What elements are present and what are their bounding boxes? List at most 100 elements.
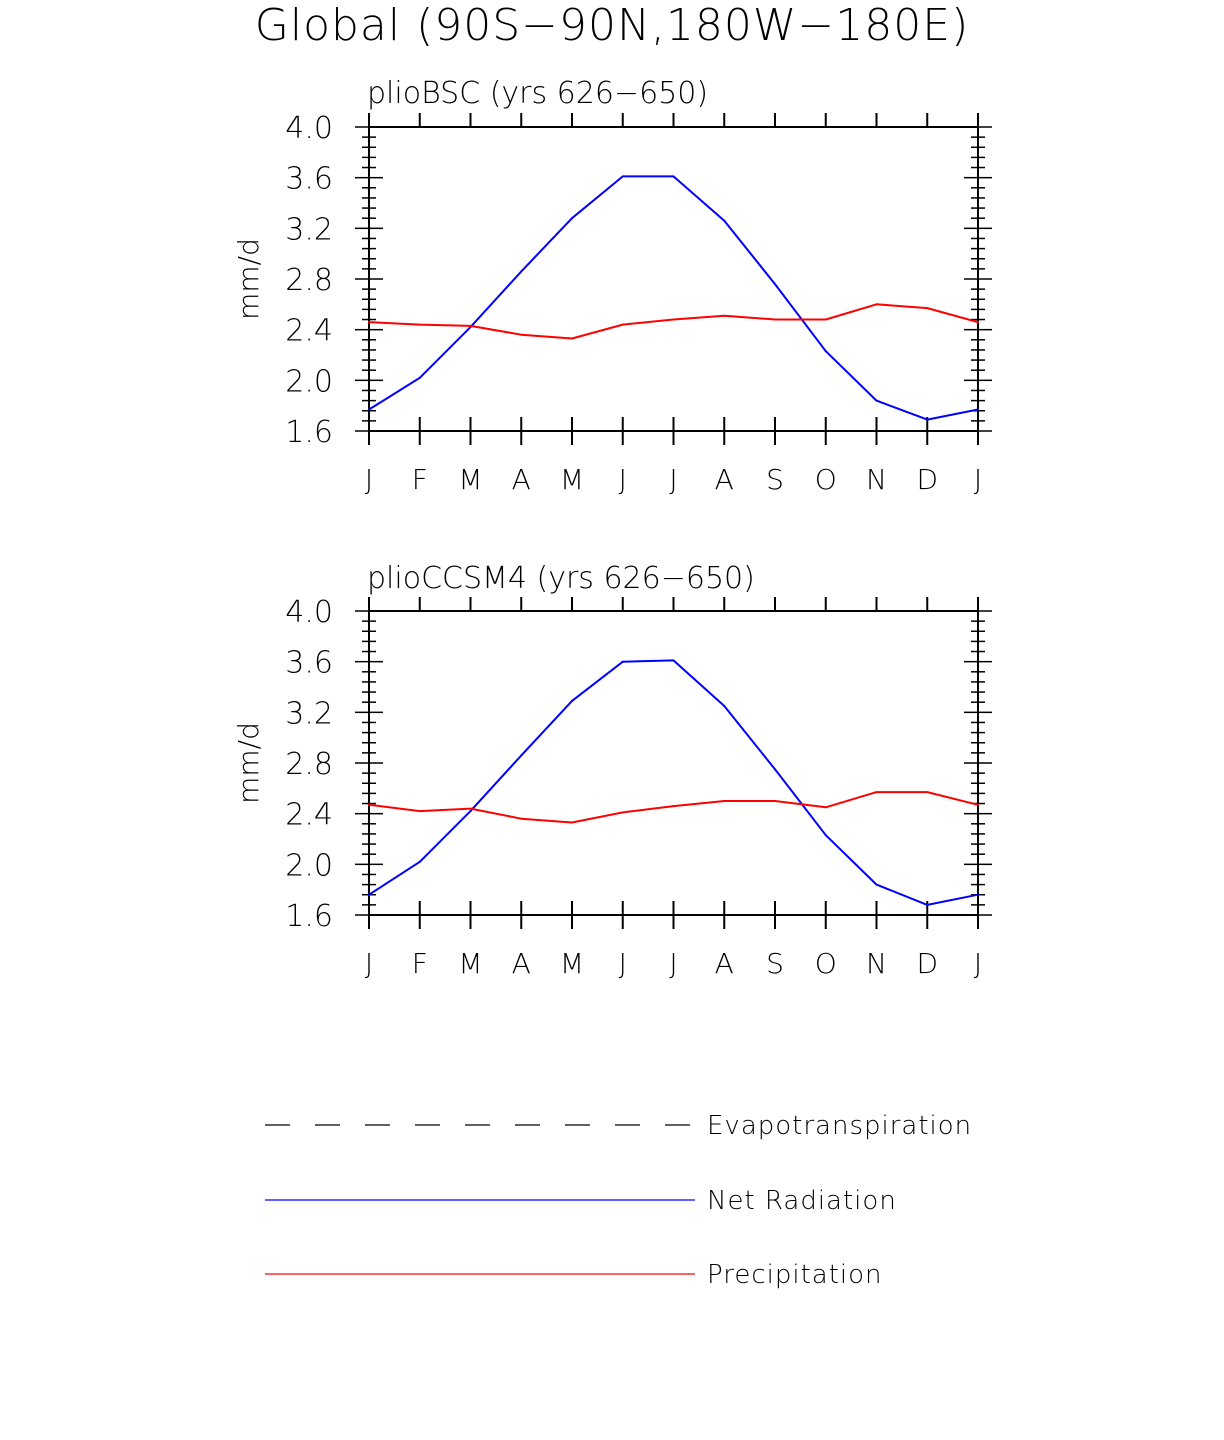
y-tick-label: 2.8	[285, 263, 333, 298]
data-point	[621, 323, 624, 326]
x-tick-label: J	[365, 947, 373, 980]
data-point	[824, 834, 827, 837]
y-tick-label: 3.2	[285, 696, 333, 731]
data-point	[368, 893, 370, 896]
y-tick-label: 2.0	[285, 848, 333, 883]
y-tick-label: 4.0	[285, 111, 333, 146]
x-tick-label: S	[766, 947, 784, 980]
data-point	[875, 883, 878, 886]
data-point	[723, 705, 726, 707]
data-point	[977, 803, 979, 806]
data-point	[571, 821, 573, 824]
data-point	[418, 810, 421, 813]
data-point	[824, 318, 827, 321]
x-tick-label: M	[560, 947, 584, 980]
x-tick-label: D	[916, 947, 938, 980]
panel-title: plioCCSM4 (yrs 626−650)	[367, 561, 755, 596]
data-point	[824, 806, 827, 809]
y-axis-label: mm/d	[232, 238, 265, 320]
x-tick-label: J	[974, 947, 982, 980]
y-axis-label: mm/d	[232, 722, 265, 804]
data-point	[621, 811, 624, 814]
x-tick-label: J	[619, 463, 627, 496]
x-tick-label: F	[412, 947, 428, 980]
legend-label: Evapotranspiration	[707, 1111, 972, 1141]
data-point	[926, 903, 929, 906]
x-tick-label: N	[866, 463, 887, 496]
y-tick-label: 1.6	[285, 899, 333, 934]
series-line-net-radiation	[368, 175, 979, 421]
data-point	[672, 318, 675, 321]
data-point	[520, 270, 523, 273]
legend: Evapotranspiration Net Radiation Precipita…	[265, 1111, 972, 1290]
data-point	[571, 337, 573, 340]
x-tick-label: J	[669, 463, 677, 496]
x-tick-label: O	[815, 947, 837, 980]
data-point	[368, 408, 370, 411]
y-tick-label: 3.6	[285, 162, 333, 197]
y-tick-label: 2.8	[285, 747, 333, 782]
x-tick-label: F	[412, 463, 428, 496]
x-tick-label: J	[974, 463, 982, 496]
y-tick-label: 1.6	[285, 415, 333, 450]
data-point	[368, 321, 370, 324]
series-line-net-radiation	[368, 659, 979, 906]
plot-frame	[368, 126, 979, 432]
x-tick-label: A	[715, 947, 734, 980]
data-point	[723, 219, 726, 222]
data-point	[977, 893, 979, 896]
data-point	[926, 418, 929, 421]
data-point	[926, 307, 929, 310]
x-tick-label: M	[458, 463, 482, 496]
y-tick-label: 3.6	[285, 646, 333, 681]
panel-pliocam4: plioCCSM4 (yrs 626−650) 4.0 3.6 3.2 2.8 2.4 2.…	[232, 561, 992, 980]
data-point	[469, 810, 472, 813]
x-tick-label: J	[365, 463, 373, 496]
x-tick-label: A	[512, 947, 531, 980]
x-tick-label: A	[715, 463, 734, 496]
panel-title: plioBSC (yrs 626−650)	[367, 76, 708, 111]
data-point	[774, 318, 776, 321]
x-tick-label: N	[866, 947, 887, 980]
data-point	[621, 660, 624, 663]
data-point	[824, 350, 827, 353]
series-line-precipitation	[368, 791, 979, 824]
main-title: Global (90S−90N,180W−180E)	[255, 0, 970, 51]
data-point	[418, 860, 421, 863]
data-point	[672, 659, 675, 662]
data-point	[723, 800, 726, 802]
data-point	[368, 803, 370, 806]
x-tick-label: D	[916, 463, 938, 496]
legend-label: Net Radiation	[707, 1186, 897, 1216]
data-point	[977, 321, 979, 324]
data-point	[571, 217, 573, 220]
data-point	[774, 800, 776, 802]
data-point	[520, 817, 523, 820]
data-point	[723, 314, 726, 317]
data-point	[418, 376, 421, 379]
data-point	[469, 324, 472, 327]
y-tick-label: 2.4	[285, 314, 333, 349]
data-point	[875, 791, 878, 794]
x-tick-label: J	[669, 947, 677, 980]
data-point	[926, 791, 929, 794]
y-tick-label: 2.4	[285, 798, 333, 833]
data-point	[571, 699, 573, 702]
legend-label: Precipitation	[707, 1260, 883, 1290]
data-point	[875, 303, 878, 306]
panel-pliobsc: plioBSC (yrs 626−650) 4.0 3.6 3.2 2.8 2.4 2.0 1…	[232, 76, 992, 496]
data-point	[469, 807, 472, 810]
data-point	[520, 754, 523, 757]
data-point	[875, 399, 878, 402]
x-tick-label: J	[619, 947, 627, 980]
data-point	[774, 768, 776, 771]
data-point	[621, 175, 624, 178]
x-tick-label: S	[766, 463, 784, 496]
plot-frame	[368, 610, 979, 916]
y-tick-label: 2.0	[285, 364, 333, 399]
x-tick-label: O	[815, 463, 837, 496]
y-tick-label: 3.2	[285, 212, 333, 247]
data-point	[418, 323, 421, 326]
y-tick-label: 4.0	[285, 595, 333, 630]
